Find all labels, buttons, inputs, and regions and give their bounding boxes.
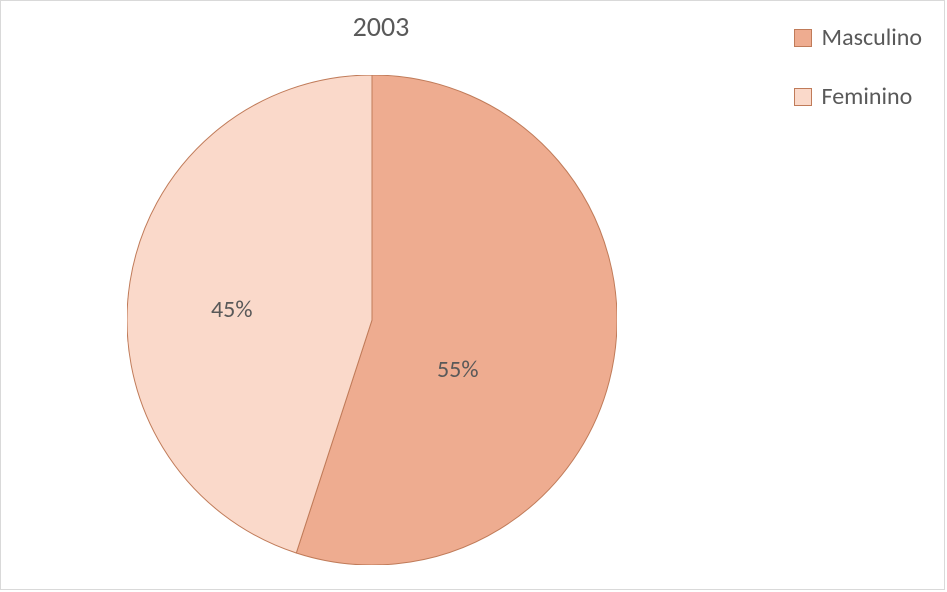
legend-item-masculino: Masculino xyxy=(794,23,922,52)
chart-frame: 2003 55% 45% Masculino Feminino xyxy=(0,0,945,590)
legend: Masculino Feminino xyxy=(794,23,922,141)
chart-title: 2003 xyxy=(1,9,761,44)
legend-label-masculino: Masculino xyxy=(822,23,922,52)
legend-label-feminino: Feminino xyxy=(822,82,913,111)
legend-swatch-feminino xyxy=(794,88,812,106)
slice-label-masculino: 55% xyxy=(437,355,478,384)
slice-label-feminino: 45% xyxy=(211,295,252,324)
pie-chart: 55% 45% xyxy=(127,75,617,565)
legend-swatch-masculino xyxy=(794,29,812,47)
pie-svg xyxy=(127,75,617,565)
legend-item-feminino: Feminino xyxy=(794,82,922,111)
